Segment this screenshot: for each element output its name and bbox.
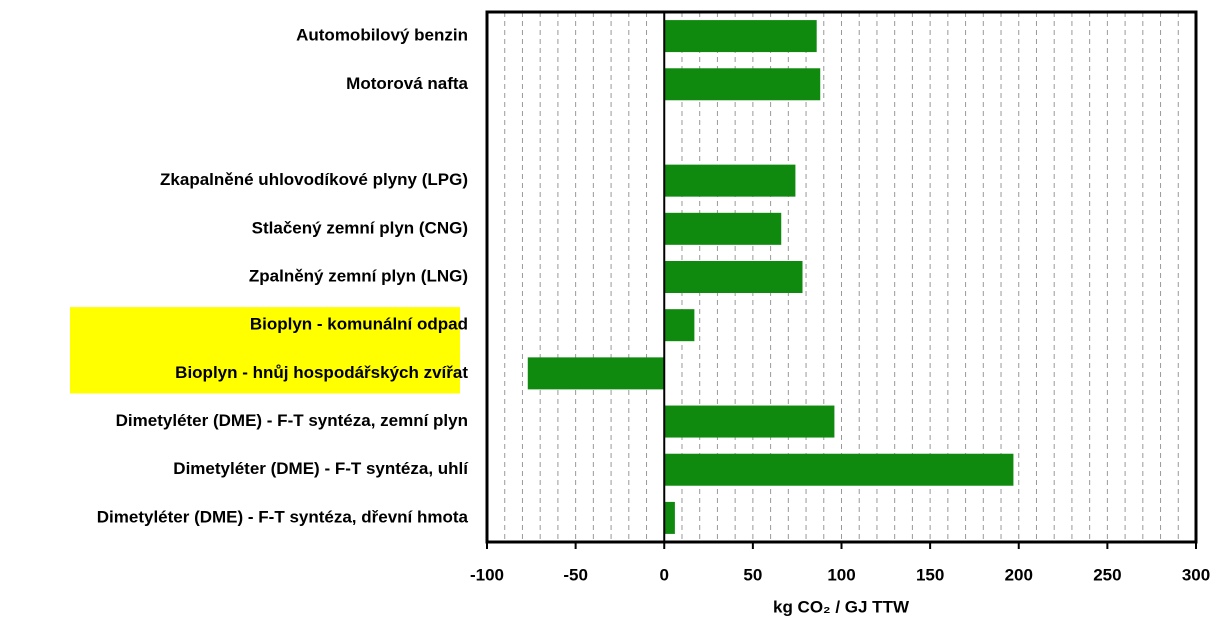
bar [664,68,821,101]
x-tick-label: 200 [1005,565,1033,584]
y-tick-label: Motorová nafta [346,74,468,93]
y-tick-label: Zkapalněné uhlovodíkové plyny (LPG) [160,170,468,189]
bar [664,501,675,534]
y-tick-label: Bioplyn - komunální odpad [250,315,468,334]
y-tick-label: Dimetyléter (DME) - F-T syntéza, uhlí [173,459,469,478]
bar [664,164,796,197]
plot-border [485,10,1198,544]
x-tick-label: 50 [743,565,762,584]
x-tick-label: 300 [1182,565,1210,584]
x-tick-label: -100 [470,565,504,584]
y-tick-label: Bioplyn - hnůj hospodářských zvířat [175,363,468,382]
y-tick-label: Zpalněný zemní plyn (LNG) [249,266,468,285]
bar [664,453,1014,486]
bar [664,20,817,53]
x-tick-label: 100 [827,565,855,584]
x-axis-title: kg CO₂ / GJ TTW [773,597,910,616]
y-tick-label: Dimetyléter (DME) - F-T syntéza, zemní p… [116,411,468,430]
bar [664,212,782,245]
x-tick-label: -50 [563,565,588,584]
bar [527,357,665,390]
y-tick-label: Stlačený zemní plyn (CNG) [252,218,468,237]
bar [664,261,803,293]
bar [664,405,835,438]
bar [664,309,695,342]
label-highlight [70,307,460,394]
y-tick-label: Dimetyléter (DME) - F-T syntéza, dřevní … [97,507,469,526]
x-tick-label: 0 [660,565,669,584]
x-tick-label: 150 [916,565,944,584]
x-tick-label: 250 [1093,565,1121,584]
y-tick-label: Automobilový benzin [296,26,468,45]
